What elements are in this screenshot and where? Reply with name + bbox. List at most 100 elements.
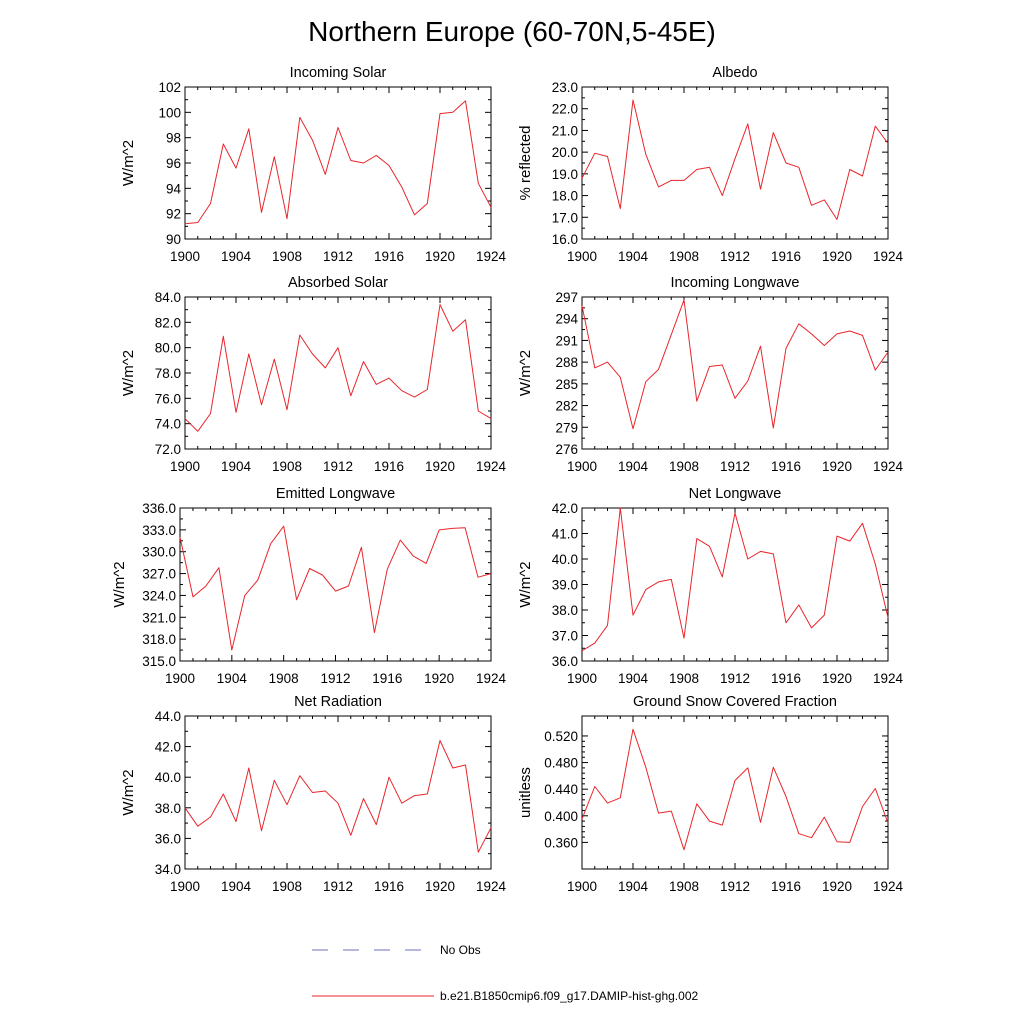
y-tick-label: 21.0 [552,123,578,138]
y-tick-label: 44.0 [155,709,181,724]
panel-title: Ground Snow Covered Fraction [633,694,837,710]
x-tick-label: 1916 [372,671,402,686]
x-tick-label: 1912 [720,459,750,474]
y-tick-label: 0.440 [544,782,578,797]
x-tick-label: 1904 [217,671,248,686]
x-tick-label: 1912 [720,249,750,264]
x-tick-label: 1924 [476,459,507,474]
panel-title: Incoming Solar [290,65,387,81]
y-tick-label: 37.0 [552,629,578,644]
y-tick-label: 76.0 [155,391,181,406]
y-tick-label: 288 [555,355,578,370]
y-tick-label: 78.0 [155,366,181,381]
y-tick-label: 22.0 [552,102,578,117]
y-tick-label: 84.0 [155,290,181,305]
y-tick-label: 98 [166,131,181,146]
y-tick-label: 276 [555,442,578,457]
y-tick-label: 333.0 [142,523,176,538]
x-tick-label: 1908 [269,671,299,686]
panel-3: Absorbed Solar 72.0 74.0 76.0 78.0 80.0 82.0 84… [120,275,507,474]
panel-2: Albedo 16.0 17.0 18.0 19.0 20.0 21.0 22.0 23.0 19… [517,65,904,264]
x-tick-label: 1908 [272,459,302,474]
x-tick-label: 1904 [618,879,649,894]
y-tick-label: 279 [555,420,578,435]
x-tick-label: 1924 [873,671,904,686]
y-tick-label: 327.0 [142,567,176,582]
x-tick-label: 1920 [425,879,455,894]
y-axis-label: W/m^2 [120,140,137,186]
y-tick-label: 38.0 [552,603,578,618]
y-tick-label: 285 [555,377,578,392]
y-tick-label: 23.0 [552,80,578,95]
series-line [581,507,889,652]
x-tick-label: 1916 [771,879,801,894]
plot-frame [581,507,889,662]
x-tick-label: 1924 [873,459,904,474]
x-tick-label: 1904 [618,671,649,686]
legend-label: b.e21.B1850cmip6.f09_g17.DAMIP-hist-ghg.… [440,989,698,1003]
y-tick-label: 34.0 [155,862,181,877]
plot-frame [184,296,492,450]
plot-frame [581,296,889,450]
y-tick-label: 336.0 [142,501,176,516]
y-tick-label: 72.0 [155,442,181,457]
y-tick-label: 36.0 [155,831,181,846]
y-tick-label: 42.0 [155,740,181,755]
panel-title: Emitted Longwave [276,486,395,502]
y-tick-label: 92 [166,207,181,222]
x-tick-label: 1900 [567,879,597,894]
series-line [581,728,889,851]
x-tick-label: 1904 [221,459,252,474]
x-tick-label: 1924 [873,879,904,894]
x-tick-label: 1924 [873,249,904,264]
y-tick-label: 291 [555,333,578,348]
x-tick-label: 1920 [822,459,852,474]
y-tick-label: 17.0 [552,210,578,225]
plot-frame [184,86,492,240]
x-tick-label: 1912 [320,671,350,686]
x-tick-label: 1908 [669,459,699,474]
x-tick-label: 1916 [771,671,801,686]
plot-frame [179,507,492,662]
y-tick-label: 0.360 [544,835,578,850]
x-tick-label: 1900 [170,249,200,264]
y-tick-label: 0.480 [544,756,578,771]
y-tick-label: 102 [158,80,181,95]
y-tick-label: 40.0 [155,770,181,785]
y-tick-label: 315.0 [142,654,176,669]
y-tick-label: 16.0 [552,232,578,247]
y-tick-label: 42.0 [552,501,578,516]
y-tick-label: 330.0 [142,545,176,560]
y-axis-label: % reflected [517,125,534,200]
y-axis-label: unitless [517,767,534,818]
panel-5: Emitted Longwave 315.0 318.0 321.0 324.0 327.… [111,486,507,686]
series-line [581,299,889,430]
y-tick-label: 318.0 [142,632,176,647]
x-tick-label: 1916 [374,879,404,894]
x-tick-label: 1912 [323,879,353,894]
x-tick-label: 1908 [669,879,699,894]
x-tick-label: 1920 [822,249,852,264]
series-line [581,99,889,220]
panel-title: Albedo [712,65,757,81]
x-tick-label: 1912 [720,671,750,686]
x-tick-label: 1908 [669,249,699,264]
panel-6: Net Longwave 36.0 37.0 38.0 39.0 40.0 41.0 42.0… [517,486,904,686]
plot-frame [581,715,889,870]
y-tick-label: 19.0 [552,167,578,182]
x-tick-label: 1904 [618,459,649,474]
panel-8: Ground Snow Covered Fraction 0.360 0.400 0.… [517,694,904,894]
panel-7: Net Radiation 34.0 36.0 38.0 40.0 42.0 44.0 190… [120,694,507,894]
y-tick-label: 0.400 [544,809,578,824]
x-tick-label: 1920 [822,671,852,686]
panel-4: Incoming Longwave 276 279 282 285 288 291 294 29… [517,275,904,474]
plot-frame [581,86,889,240]
x-tick-label: 1900 [165,671,195,686]
y-tick-label: 82.0 [155,315,181,330]
y-tick-label: 74.0 [155,417,181,432]
x-tick-label: 1900 [567,249,597,264]
y-tick-label: 90 [166,232,181,247]
y-axis-label: W/m^2 [120,769,137,815]
y-tick-label: 94 [166,181,182,196]
y-tick-label: 297 [555,290,578,305]
